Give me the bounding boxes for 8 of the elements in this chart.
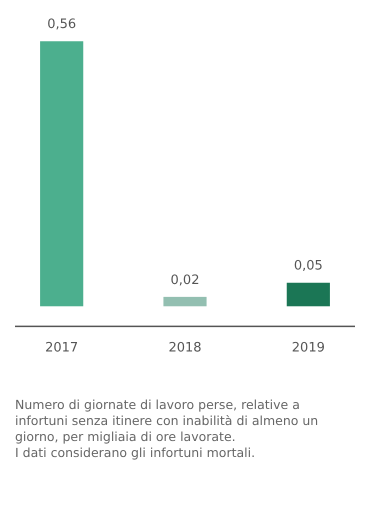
text: Numero di giornate di lavoro perse, relative a infortuni senza itinere con inabilità di almeno un giorno, per migliaia di ore lavorate. <box>15 397 320 445</box>
data-label: 0,05 <box>294 258 323 274</box>
x-tick-label: 2019 <box>292 340 325 356</box>
data-label: 0,56 <box>47 17 76 32</box>
x-tick-label: 2017 <box>45 340 78 356</box>
text: I dati considerano gli infortuni mortali. <box>15 445 256 461</box>
data-label: 0,02 <box>170 272 200 288</box>
x-tick-label: 2018 <box>168 340 202 356</box>
